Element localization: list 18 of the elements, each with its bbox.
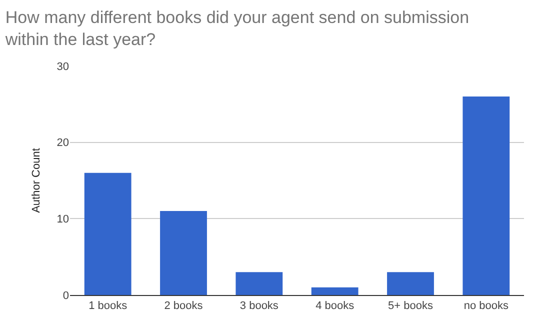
y-tick-label: 20 — [56, 137, 69, 150]
bar — [160, 211, 207, 295]
x-tick-label: no books — [464, 300, 509, 312]
bar — [311, 287, 358, 295]
y-axis-title: Author Count — [30, 148, 42, 213]
y-tick-label: 30 — [56, 60, 69, 73]
bar — [84, 172, 132, 295]
x-tick-label: 3 books — [240, 300, 279, 312]
bar — [236, 272, 283, 295]
y-tick-label: 0 — [62, 290, 69, 302]
bar — [462, 96, 510, 295]
y-tick-label: 10 — [56, 214, 69, 226]
x-tick-label: 4 books — [316, 300, 355, 312]
x-tick-label: 1 books — [88, 300, 128, 312]
chart-title: How many different books did your agent send on submission within the last year? — [4, 8, 470, 50]
x-tick-label: 5+ books — [388, 300, 434, 312]
bar — [387, 272, 434, 295]
x-tick-label: 2 books — [164, 300, 204, 312]
